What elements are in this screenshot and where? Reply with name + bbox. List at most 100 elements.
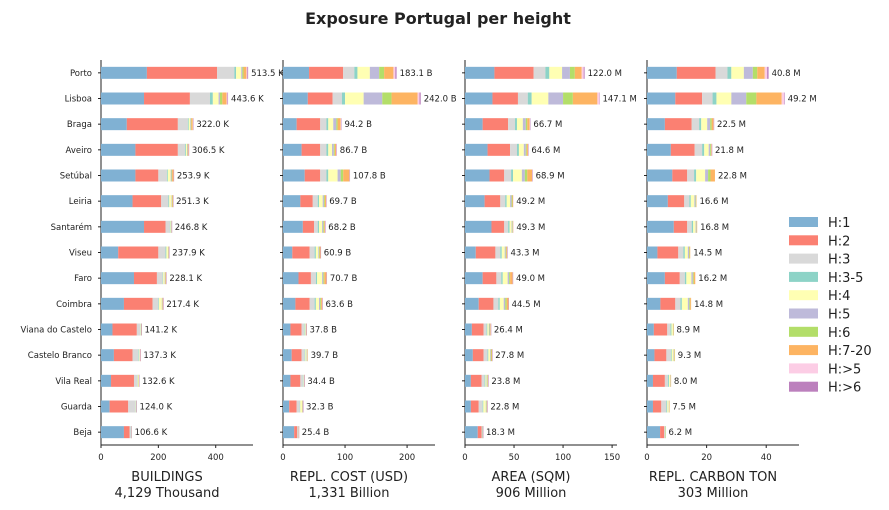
bar-segment [518, 143, 524, 156]
bar-segment [315, 246, 319, 259]
bar-value-label: 27.8 M [495, 351, 524, 361]
bar-segment [647, 246, 658, 259]
bar-segment [112, 323, 137, 336]
bar-value-label: 7.5 M [672, 403, 696, 413]
bar-segment [101, 400, 110, 413]
bar-segment [333, 143, 335, 156]
bar-segment [702, 92, 713, 105]
bar-segment [123, 426, 130, 439]
bar-segment [304, 349, 306, 362]
bar-segment [664, 426, 665, 439]
bar-segment [283, 195, 301, 208]
legend-label: H:7-20 [828, 344, 872, 359]
bar-segment [111, 374, 134, 387]
legend-label: H:2 [828, 234, 850, 249]
bar-segment [489, 169, 505, 182]
bar-segment [318, 195, 323, 208]
bar-segment [283, 349, 292, 362]
bar-segment [133, 272, 157, 285]
bar-value-label: 23.8 M [491, 377, 520, 387]
bar-segment [503, 297, 506, 310]
bar-segment [101, 426, 124, 439]
bar-value-label: 64.6 M [531, 146, 560, 156]
bar-segment [647, 66, 677, 79]
bar-segment [715, 66, 728, 79]
bar-segment [491, 220, 505, 233]
bar-value-label: 183.1 B [400, 69, 433, 79]
bar-segment [161, 195, 169, 208]
bar-segment [483, 323, 487, 336]
bar-segment [220, 92, 223, 105]
legend-swatch [789, 326, 818, 337]
bar-segment [478, 400, 483, 413]
x-tick-label: 20 [701, 453, 712, 463]
bar-segment [492, 92, 518, 105]
bar-segment [664, 272, 680, 285]
x-tick-label: 200 [150, 453, 166, 463]
bar-value-label: 122.0 M [588, 69, 622, 79]
bar-segment [161, 297, 163, 310]
bar-segment [118, 246, 159, 259]
bar-segment [683, 246, 685, 259]
bar-segment [169, 220, 171, 233]
bar-segment [486, 374, 488, 387]
x-tick-label: 0 [644, 453, 649, 463]
bar-segment [527, 118, 530, 131]
bar-segment [138, 349, 139, 362]
bar-segment [322, 272, 324, 285]
legend-swatch [789, 381, 818, 392]
bar-segment [689, 297, 691, 310]
chart-title: Exposure Portugal per height [305, 9, 571, 28]
bar-segment [525, 118, 528, 131]
bar-segment [152, 297, 159, 310]
bar-segment [294, 426, 298, 439]
bar-segment [487, 143, 511, 156]
bar-segment [165, 246, 167, 259]
bar-segment [472, 349, 484, 362]
bar-segment [345, 92, 364, 105]
bar-value-label: 49.2 M [788, 95, 817, 105]
bar-segment [647, 143, 671, 156]
bar-segment [283, 400, 290, 413]
bar-segment [187, 143, 189, 156]
legend-label: H:1 [828, 216, 850, 231]
bar-segment [710, 169, 715, 182]
bar-segment [704, 143, 709, 156]
bar-segment [324, 195, 327, 208]
category-label: Beja [73, 428, 92, 438]
bar-segment [485, 374, 487, 387]
bar-segment [162, 272, 164, 285]
bar-segment [523, 143, 526, 156]
bar-segment [309, 297, 315, 310]
bar-value-label: 107.8 B [353, 172, 386, 182]
bar-value-label: 246.8 K [175, 223, 208, 233]
bar-segment [382, 92, 392, 105]
bar-segment [246, 66, 248, 79]
bar-segment [135, 400, 137, 413]
bar-segment [647, 169, 673, 182]
bar-segment [393, 66, 396, 79]
bar-segment [673, 220, 688, 233]
bar-value-label: 49.3 M [516, 223, 545, 233]
bar-segment [144, 92, 190, 105]
bar-segment [314, 297, 316, 310]
bar-segment [323, 220, 325, 233]
bar-segment [379, 66, 385, 79]
bar-segment [298, 272, 311, 285]
bar-segment [283, 169, 305, 182]
bar-segment [487, 374, 488, 387]
bar-segment [165, 220, 170, 233]
bar-segment [322, 220, 324, 233]
bar-segment [647, 220, 674, 233]
bar-segment [337, 118, 341, 131]
bar-segment [101, 169, 136, 182]
bar-segment [490, 349, 492, 362]
bar-segment [314, 220, 318, 233]
bar-segment [481, 374, 485, 387]
bar-value-label: 69.7 B [329, 197, 357, 207]
bar-segment [218, 92, 221, 105]
bar-segment [654, 349, 667, 362]
bar-segment [283, 297, 296, 310]
bar-segment [318, 246, 320, 259]
bar-segment [757, 66, 765, 79]
